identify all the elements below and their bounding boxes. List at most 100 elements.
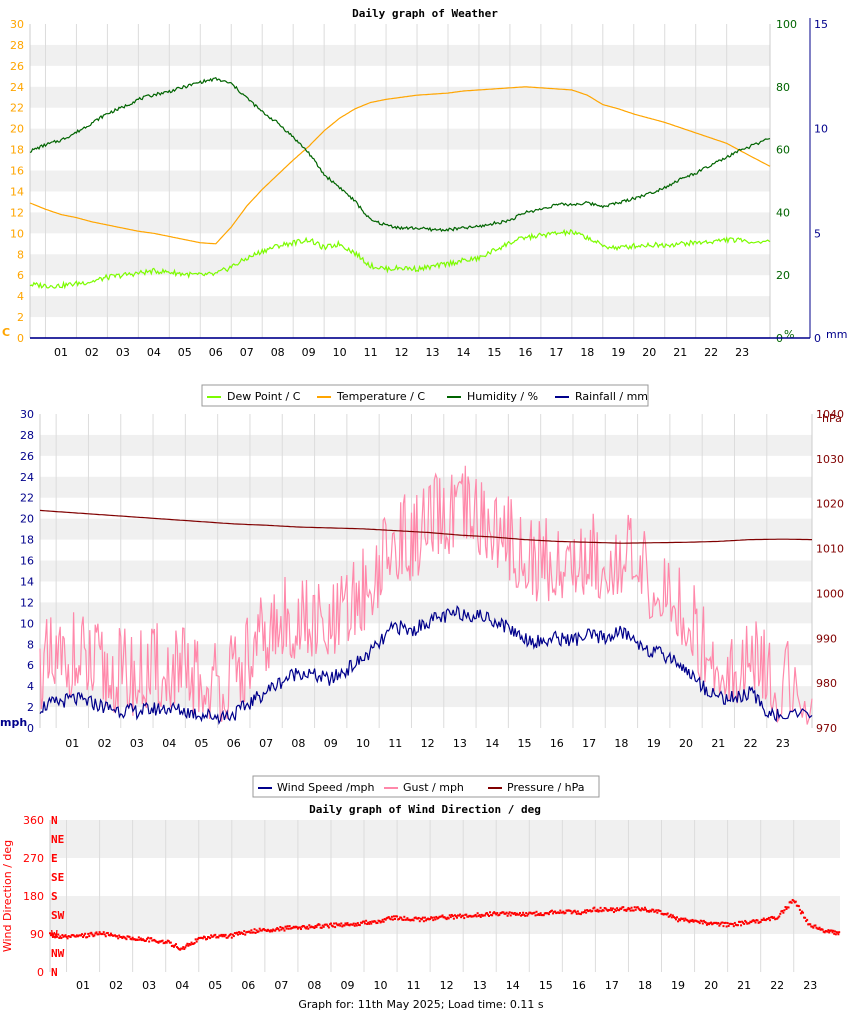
data-point <box>253 928 256 931</box>
x-tick-label: 11 <box>364 346 378 359</box>
data-point <box>295 926 298 929</box>
data-point <box>192 942 195 945</box>
data-point <box>719 923 722 926</box>
data-point <box>537 913 540 916</box>
data-point <box>210 934 213 937</box>
data-point <box>567 909 570 912</box>
data-point <box>533 911 536 914</box>
data-point <box>497 914 500 917</box>
data-point <box>267 929 270 932</box>
data-point <box>463 917 466 920</box>
data-point <box>834 930 837 933</box>
data-point <box>408 918 411 921</box>
series-line <box>39 605 813 725</box>
data-point <box>180 947 183 950</box>
data-point <box>161 939 164 942</box>
data-point <box>197 936 200 939</box>
data-point <box>685 918 688 921</box>
data-point <box>403 915 406 918</box>
y-tick-label-right: 1040 <box>816 408 844 421</box>
data-point <box>109 932 112 935</box>
data-point <box>821 928 824 931</box>
data-point <box>394 917 397 920</box>
data-point <box>548 910 551 913</box>
data-point <box>451 915 454 918</box>
legend-box <box>252 775 600 798</box>
data-point <box>144 939 147 942</box>
data-point <box>91 933 94 936</box>
data-point <box>99 932 102 935</box>
data-point <box>204 938 207 941</box>
data-point <box>326 925 329 928</box>
data-point <box>358 924 361 927</box>
data-point <box>270 929 273 932</box>
data-point <box>154 939 157 942</box>
data-point <box>54 936 57 939</box>
data-point <box>73 935 76 938</box>
data-point <box>604 907 607 910</box>
data-point <box>213 934 216 937</box>
data-point <box>597 910 600 913</box>
x-tick-label: 21 <box>711 737 725 750</box>
data-point <box>622 906 625 909</box>
data-point <box>695 920 698 923</box>
data-point <box>560 911 563 914</box>
data-point <box>103 933 106 936</box>
data-point <box>318 923 321 926</box>
data-point <box>771 915 774 918</box>
data-point <box>67 935 70 938</box>
data-point <box>232 935 235 938</box>
x-tick-label: 15 <box>487 346 501 359</box>
x-tick-label: 08 <box>271 346 285 359</box>
data-point <box>619 907 622 910</box>
data-point <box>467 915 470 918</box>
data-point <box>421 916 424 919</box>
y-tick-label-left: 30 <box>10 18 24 31</box>
data-point <box>624 908 627 911</box>
x-tick-label: 22 <box>744 737 758 750</box>
data-point <box>90 931 93 934</box>
data-point <box>139 937 142 940</box>
data-point <box>152 939 155 942</box>
data-point <box>294 925 297 928</box>
y-tick-label-humidity: 80 <box>776 81 790 94</box>
x-tick-label: 18 <box>580 346 594 359</box>
data-point <box>721 921 724 924</box>
data-point <box>696 920 699 923</box>
data-point <box>377 919 380 922</box>
data-point <box>616 907 619 910</box>
x-tick-label: 16 <box>518 346 532 359</box>
data-point <box>440 915 443 918</box>
x-tick-label: 22 <box>770 979 784 992</box>
data-point <box>415 917 418 920</box>
data-point <box>683 919 686 922</box>
data-point <box>787 906 790 909</box>
data-point <box>541 914 544 917</box>
data-point <box>181 947 184 950</box>
data-point <box>98 931 101 934</box>
data-point <box>802 911 805 914</box>
data-point <box>107 934 110 937</box>
data-point <box>88 935 91 938</box>
data-point <box>823 931 826 934</box>
data-point <box>546 912 549 915</box>
data-point <box>77 934 80 937</box>
data-point <box>398 917 401 920</box>
data-point <box>621 906 624 909</box>
data-point <box>536 913 539 916</box>
compass-label: NW <box>51 947 65 960</box>
data-point <box>301 925 304 928</box>
grid-band <box>30 44 770 66</box>
data-point <box>516 913 519 916</box>
y-axis-label-left: C <box>2 326 10 339</box>
data-point <box>490 913 493 916</box>
data-point <box>584 909 587 912</box>
legend-label: Temperature / C <box>336 390 425 403</box>
data-point <box>336 923 339 926</box>
data-point <box>404 918 407 921</box>
data-point <box>142 939 145 942</box>
data-point <box>542 914 545 917</box>
y-tick-label-left: 0 <box>17 332 24 345</box>
data-point <box>633 906 636 909</box>
data-point <box>662 913 665 916</box>
